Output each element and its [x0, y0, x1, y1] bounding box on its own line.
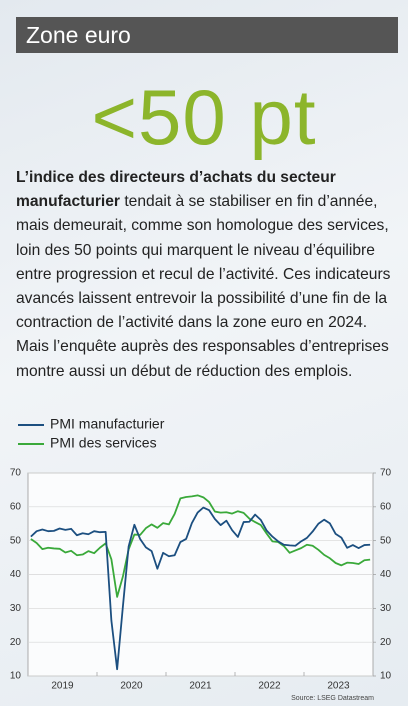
paragraph-lead: L’indice des directeurs d’achats du sect… [16, 169, 336, 211]
y2-tick-label: 70 [380, 468, 392, 479]
y2-tick-label: 60 [380, 501, 392, 512]
y-tick-label: 20 [10, 637, 22, 648]
x-tick-label: 2020 [120, 681, 143, 692]
y2-tick-label: 10 [380, 671, 392, 682]
y2-tick-label: 50 [380, 535, 392, 546]
headline: <50 pt [91, 73, 317, 161]
legend-label: PMI manufacturier [50, 416, 165, 432]
y-tick-label: 70 [10, 468, 22, 479]
legend-label: PMI des services [50, 435, 157, 451]
x-tick-label: 2019 [51, 681, 74, 692]
y-tick-label: 60 [10, 501, 22, 512]
series-line [30, 506, 371, 671]
y2-tick-label: 30 [380, 603, 392, 614]
source: Source: LSEG Datastream [291, 695, 374, 702]
series-line [30, 494, 371, 598]
y2-tick-label: 40 [380, 569, 392, 580]
x-tick-label: 2021 [189, 681, 212, 692]
header: Zone euro [16, 17, 398, 53]
y-tick-label: 30 [10, 603, 22, 614]
paragraph-body: tendait à se stabiliser en fin d’année, … [16, 193, 391, 380]
y-tick-label: 50 [10, 535, 22, 546]
x-tick-label: 2022 [258, 681, 281, 692]
y-tick-label: 40 [10, 569, 22, 580]
paragraph: L’indice des directeurs d’achats du sect… [16, 166, 400, 384]
x-tick-label: 2023 [327, 681, 350, 692]
y-tick-label: 10 [10, 671, 22, 682]
header-title: Zone euro [26, 22, 131, 48]
y2-tick-label: 20 [380, 637, 392, 648]
